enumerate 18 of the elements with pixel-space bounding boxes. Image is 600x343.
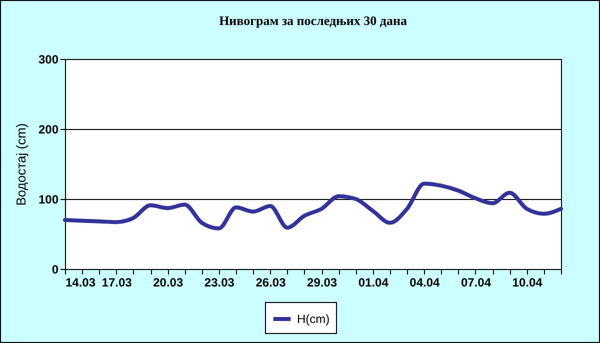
y-axis-title: Водостај (cm) bbox=[13, 123, 28, 206]
x-tick-label: 04.04 bbox=[410, 276, 440, 290]
chart-title: Нивограм за последњих 30 дана bbox=[219, 13, 408, 28]
x-tick-label: 20.03 bbox=[153, 276, 184, 290]
x-tick-label: 07.04 bbox=[460, 276, 492, 290]
x-tick-label: 26.03 bbox=[256, 276, 286, 290]
line-series bbox=[63, 182, 563, 230]
x-tick-label: 14.03 bbox=[66, 276, 96, 290]
x-tick-label: 10.04 bbox=[512, 276, 543, 290]
x-tick-label: 01.04 bbox=[358, 276, 389, 290]
legend-label: H(cm) bbox=[297, 312, 330, 326]
y-tick-label: 200 bbox=[38, 122, 59, 136]
x-tick-label: 23.03 bbox=[204, 276, 235, 290]
x-tick-label: 17.03 bbox=[102, 276, 132, 290]
x-tick-label: 29.03 bbox=[307, 276, 338, 290]
y-tick-label: 100 bbox=[38, 192, 59, 206]
y-tick-label: 0 bbox=[52, 262, 59, 276]
y-tick-label: 300 bbox=[38, 52, 59, 66]
